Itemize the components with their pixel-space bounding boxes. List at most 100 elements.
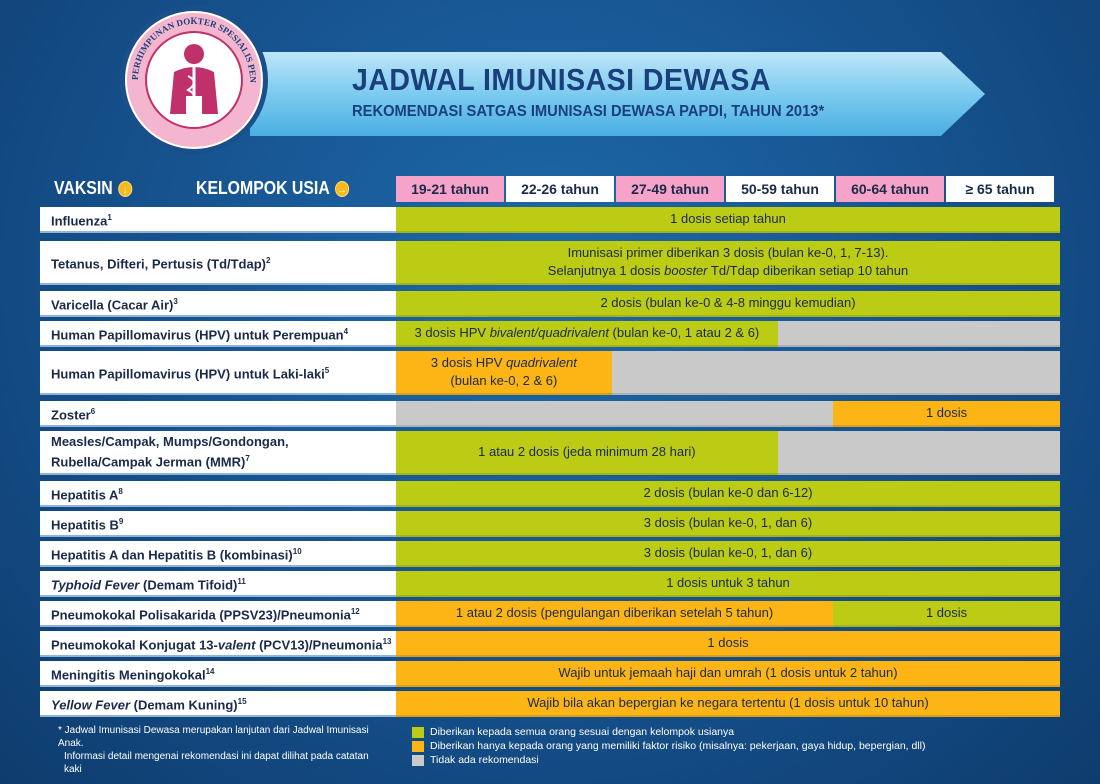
legend-swatch xyxy=(412,740,424,752)
schedule-green-segment: 1 dosis setiap tahun xyxy=(396,207,1060,233)
schedule-green-segment: 2 dosis (bulan ke-0 & 4-8 minggu kemudia… xyxy=(396,291,1060,317)
schedule-gray-segment xyxy=(777,431,1060,475)
text-part: Varicella (Cacar Air) xyxy=(51,297,174,313)
vaksin-label: VAKSIN xyxy=(54,178,113,198)
schedule-gray-segment xyxy=(777,321,1060,347)
text-part: Typhoid Fever xyxy=(51,577,140,593)
text-part: 3 dosis HPV xyxy=(414,325,490,340)
footnote-ref: 10 xyxy=(292,546,302,556)
text-part: (Demam Tifoid) xyxy=(139,577,238,593)
schedule-green-segment: 1 atau 2 dosis (jeda minimum 28 hari) xyxy=(396,431,778,475)
footnote-ref: 13 xyxy=(382,636,392,646)
text-part: (Demam Kuning) xyxy=(130,697,238,713)
legend-item: Tidak ada rekomendasi xyxy=(412,753,926,767)
schedule-orange-segment: Wajib untuk jemaah haji dan umrah (1 dos… xyxy=(396,661,1060,687)
schedule-green-segment: 1 dosis xyxy=(833,601,1060,627)
text-part: Meningitis Meningokokal xyxy=(51,667,206,683)
text-part: bivalent/quadrivalent xyxy=(489,325,609,340)
text-part: Pneumokokal Polisakarida (PPSV23)/Pneumo… xyxy=(51,607,351,623)
age-group-header: 22-26 tahun xyxy=(506,176,614,202)
text-part: Human Papillomavirus (HPV) untuk Perempu… xyxy=(51,327,344,343)
age-group-header: 19-21 tahun xyxy=(396,176,504,202)
text-part: valent xyxy=(217,637,256,653)
table-row: Pneumokokal Polisakarida (PPSV23)/Pneumo… xyxy=(40,601,1060,627)
legend: Diberikan kepada semua orang sesuai deng… xyxy=(412,725,926,767)
text-part: 3 dosis (bulan ke-0, 1, dan 6) xyxy=(643,545,813,560)
footnote-ref: 2 xyxy=(266,255,271,265)
legend-label: Diberikan kepada semua orang sesuai deng… xyxy=(430,726,735,738)
vaksin-header: VAKSIN ↓ xyxy=(54,178,133,199)
text-part: Wajib untuk jemaah haji dan umrah (1 dos… xyxy=(558,665,898,680)
legend-swatch xyxy=(412,754,424,766)
title-banner xyxy=(250,52,985,136)
table-row: Measles/Campak, Mumps/Gondongan, Rubella/… xyxy=(40,431,1060,475)
text-part: 1 dosis xyxy=(925,405,968,420)
text-part: 1 dosis xyxy=(707,635,749,650)
footnote-ref: 15 xyxy=(237,696,247,706)
footnote-ref: 14 xyxy=(205,666,215,676)
papdi-logo: PERHIMPUNAN DOKTER SPESIALIS PENYAKIT DA… xyxy=(118,4,268,154)
footnote-ref: 7 xyxy=(245,454,250,464)
legend-label: Diberikan hanya kepada orang yang memili… xyxy=(430,740,926,752)
text-part: Measles/Campak, Mumps/Gondongan, xyxy=(51,434,289,450)
text-part: Zoster xyxy=(51,407,91,423)
footnote-ref: 5 xyxy=(324,365,330,375)
vaccine-name: Hepatitis A8 xyxy=(40,481,396,507)
text-part: booster xyxy=(664,263,708,278)
text-part: Pneumokokal Konjugat 13- xyxy=(51,637,218,653)
footnote-ref: 12 xyxy=(350,606,360,616)
footnote-ref: 8 xyxy=(118,486,123,496)
text-part: 1 dosis untuk 3 tahun xyxy=(666,575,790,590)
footnote-line: * Jadwal Imunisasi Dewasa merupakan lanj… xyxy=(58,725,369,749)
text-part: (PCV13)/Pneumonia xyxy=(255,637,383,653)
table-row: Yellow Fever (Demam Kuning)15 Wajib bila … xyxy=(40,691,1060,717)
vaccine-name: Pneumokokal Konjugat 13-valent (PCV13)/P… xyxy=(40,631,396,657)
table-row: Human Papillomavirus (HPV) untuk Perempu… xyxy=(40,321,1060,347)
schedule-gray-segment xyxy=(611,351,1060,395)
vaccine-name: Varicella (Cacar Air)3 xyxy=(40,291,396,317)
text-part: Rubella/Campak Jerman (MMR) xyxy=(51,454,246,470)
text-part: Selanjutnya 1 dosis xyxy=(547,263,665,278)
footnote-ref: 1 xyxy=(107,212,112,222)
table-row: Typhoid Fever (Demam Tifoid)11 1 dosis un… xyxy=(40,571,1060,597)
text-part: (bulan ke-0, 2 & 6) xyxy=(450,373,558,388)
text-part: Wajib bila akan bepergian ke negara tert… xyxy=(527,695,929,710)
text-part: 3 dosis (bulan ke-0, 1, dan 6) xyxy=(643,515,813,530)
text-part: 1 dosis xyxy=(925,605,968,620)
table-row: Influenza1 1 dosis setiap tahun xyxy=(40,207,1060,233)
text-part: Tetanus, Difteri, Pertusis (Td/Tdap) xyxy=(51,256,267,272)
table-row: Pneumokokal Konjugat 13-valent (PCV13)/P… xyxy=(40,631,1060,657)
table-row: Varicella (Cacar Air)3 2 dosis (bulan ke-… xyxy=(40,291,1060,317)
vaccine-name: Meningitis Meningokokal14 xyxy=(40,661,396,687)
schedule-orange-segment: Wajib bila akan bepergian ke negara tert… xyxy=(396,691,1060,717)
schedule-orange-segment: 1 atau 2 dosis (pengulangan diberikan se… xyxy=(396,601,834,627)
footnote: * Jadwal Imunisasi Dewasa merupakan lanj… xyxy=(58,724,378,776)
text-part: 2 dosis (bulan ke-0 & 4-8 minggu kemudia… xyxy=(600,295,856,310)
arrow-right-icon: → xyxy=(335,180,350,197)
table-row: Zoster6 1 dosis xyxy=(40,401,1060,427)
legend-label: Tidak ada rekomendasi xyxy=(430,754,539,766)
vaccine-name: Tetanus, Difteri, Pertusis (Td/Tdap)2 xyxy=(40,241,396,285)
kelompok-usia-label: KELOMPOK USIA xyxy=(196,178,330,198)
schedule-green-segment: 3 dosis (bulan ke-0, 1, dan 6) xyxy=(396,511,1060,537)
text-part: 1 atau 2 dosis (jeda minimum 28 hari) xyxy=(478,444,696,459)
table-row: Hepatitis B9 3 dosis (bulan ke-0, 1, dan … xyxy=(40,511,1060,537)
text-part: Influenza xyxy=(51,213,108,229)
table-row: Hepatitis A8 2 dosis (bulan ke-0 dan 6-12… xyxy=(40,481,1060,507)
vaccine-name: Typhoid Fever (Demam Tifoid)11 xyxy=(40,571,396,597)
legend-swatch xyxy=(412,726,424,738)
vaccine-name: Human Papillomavirus (HPV) untuk Laki-la… xyxy=(40,351,396,395)
text-part: 1 dosis setiap tahun xyxy=(670,211,786,226)
schedule-green-segment: 2 dosis (bulan ke-0 dan 6-12) xyxy=(396,481,1060,507)
schedule-gray-segment xyxy=(396,401,834,427)
age-group-header: ≥ 65 tahun xyxy=(946,176,1054,202)
text-part: Hepatitis B xyxy=(51,517,119,533)
age-group-header: 60-64 tahun xyxy=(836,176,944,202)
text-part: (bulan ke-0, 1 atau 2 & 6) xyxy=(608,325,760,340)
text-part: 1 atau 2 dosis (pengulangan diberikan se… xyxy=(455,605,774,620)
age-group-header: 27-49 tahun xyxy=(616,176,724,202)
age-group-header: 50-59 tahun xyxy=(726,176,834,202)
legend-item: Diberikan hanya kepada orang yang memili… xyxy=(412,739,926,753)
table-row: Tetanus, Difteri, Pertusis (Td/Tdap)2 Imu… xyxy=(40,241,1060,285)
vaccine-name: Hepatitis A dan Hepatitis B (kombinasi)1… xyxy=(40,541,396,567)
